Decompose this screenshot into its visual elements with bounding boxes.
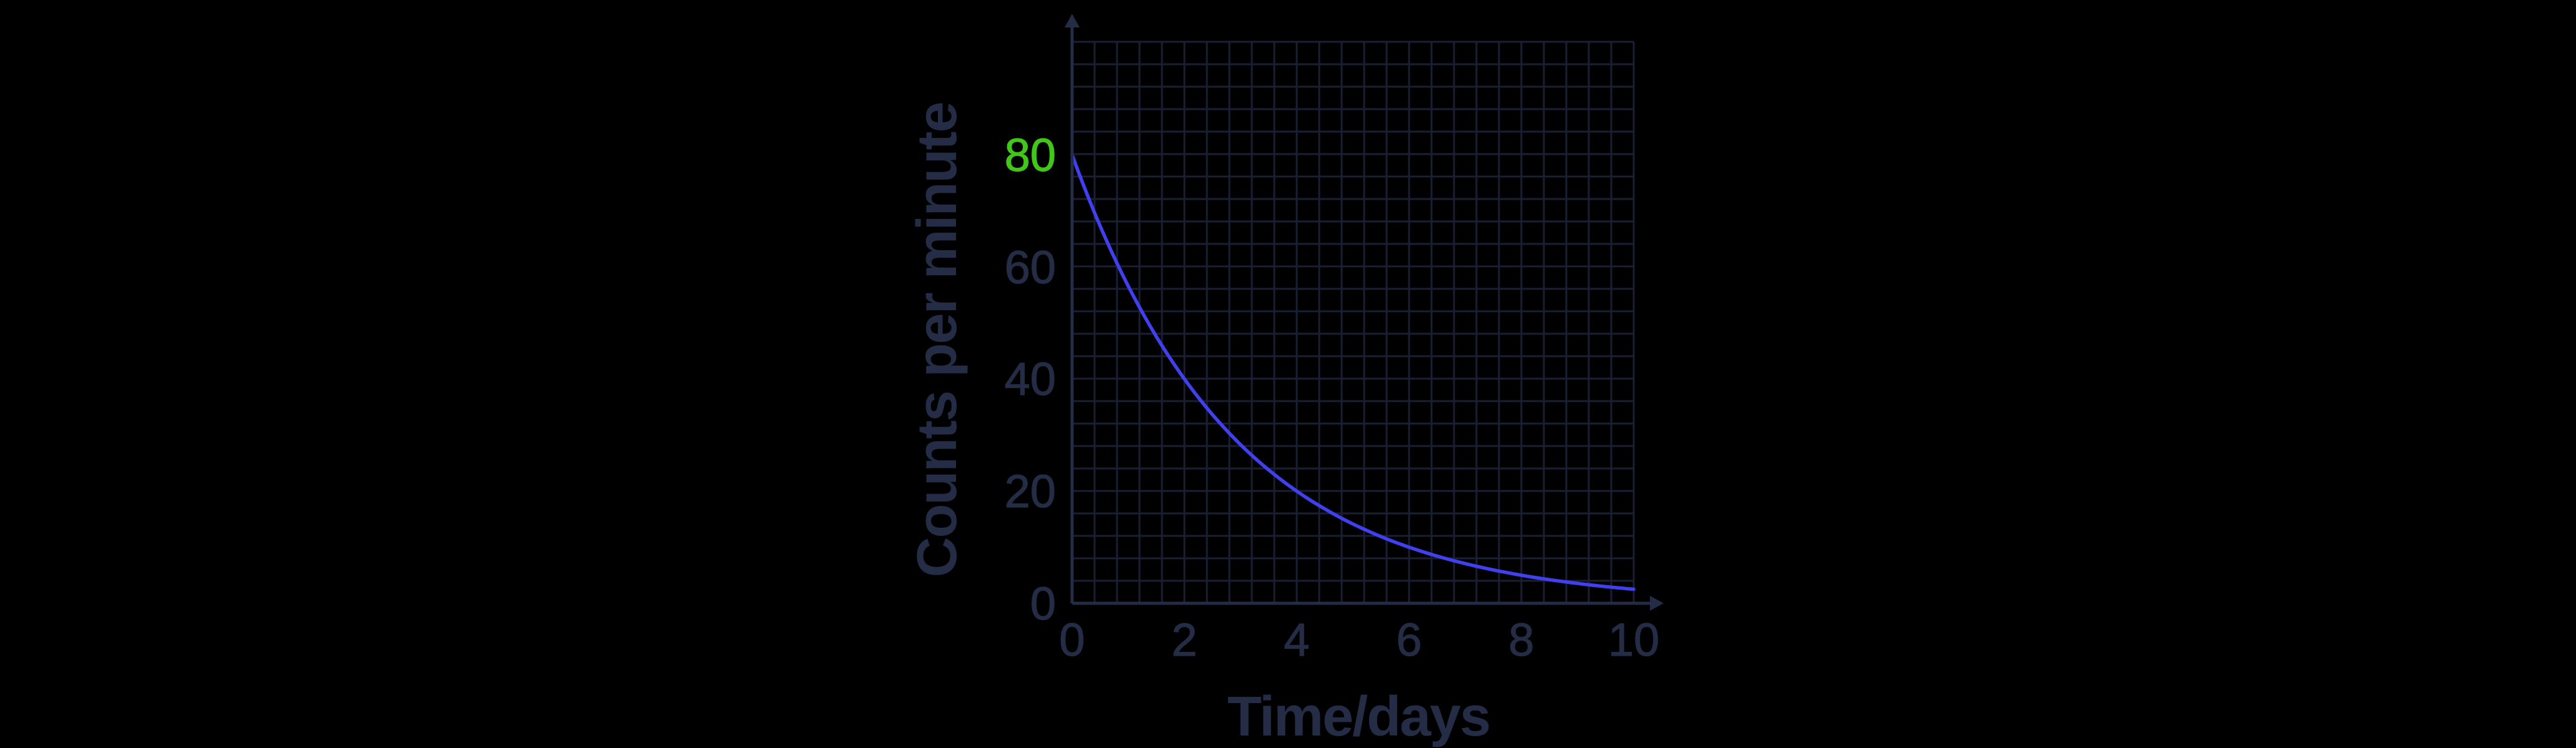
svg-text:40: 40 <box>1005 353 1056 405</box>
svg-text:Counts per minute: Counts per minute <box>906 102 968 577</box>
svg-text:20: 20 <box>1005 465 1056 517</box>
svg-text:4: 4 <box>1284 614 1309 666</box>
svg-text:8: 8 <box>1508 614 1534 666</box>
svg-text:0: 0 <box>1030 578 1056 629</box>
svg-text:10: 10 <box>1608 614 1659 666</box>
svg-text:60: 60 <box>1005 241 1056 293</box>
svg-text:80: 80 <box>1005 129 1056 181</box>
svg-text:6: 6 <box>1396 614 1422 666</box>
svg-text:2: 2 <box>1171 614 1197 666</box>
svg-text:Time/days: Time/days <box>1227 686 1490 748</box>
svg-text:0: 0 <box>1059 614 1085 666</box>
